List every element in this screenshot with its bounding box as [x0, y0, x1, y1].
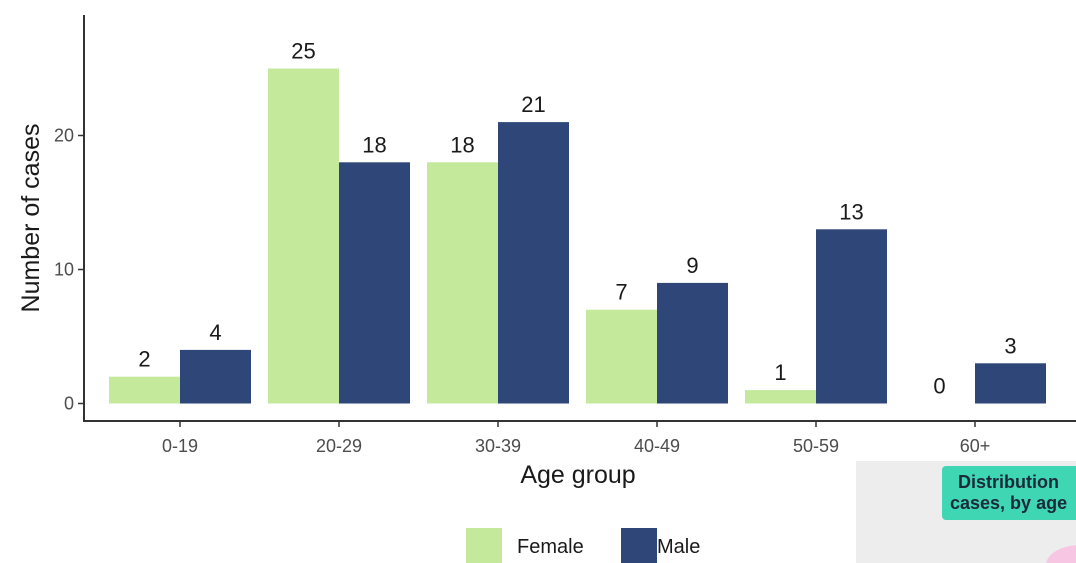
overlay-title-line1: Distribution	[958, 472, 1060, 492]
x-axis-title: Age group	[520, 461, 635, 489]
x-tick-label: 30-39	[475, 436, 521, 456]
y-tick-label: 10	[54, 260, 74, 280]
bar-female-40-49	[586, 309, 657, 404]
bar-female-30-39	[427, 162, 498, 404]
y-tick-label: 0	[64, 394, 74, 414]
bar-male-60+	[975, 363, 1046, 404]
bar-male-20-29	[339, 162, 410, 404]
data-label-female: 25	[291, 39, 315, 64]
legend-label-male: Male	[657, 536, 700, 558]
overlay-title-line2: cases, by age	[950, 493, 1068, 513]
data-label-male: 9	[686, 253, 698, 278]
data-label-male: 3	[1004, 333, 1016, 358]
x-tick-label: 50-59	[793, 436, 839, 456]
x-tick-label: 20-29	[316, 436, 362, 456]
data-label-male: 13	[839, 199, 863, 224]
bar-female-20-29	[268, 68, 339, 404]
data-label-female: 18	[450, 132, 474, 157]
bar-male-0-19	[180, 349, 251, 404]
bars	[109, 68, 1046, 404]
data-label-male: 18	[362, 132, 386, 157]
data-labels: 2 4 25 18 18 21 7 9 1 13 0 3	[138, 39, 1016, 399]
bar-male-40-49	[657, 282, 728, 404]
y-axis-title: Number of cases	[17, 124, 45, 313]
decorative-swoosh	[1046, 545, 1076, 563]
legend-key-male	[621, 528, 657, 563]
x-tick-label: 0-19	[162, 436, 198, 456]
bar-female-0-19	[109, 376, 180, 404]
legend-key-female	[466, 528, 502, 563]
legend: Female Male	[466, 528, 700, 563]
y-tick-label: 20	[54, 126, 74, 146]
x-tick-label: 40-49	[634, 436, 680, 456]
bar-male-50-59	[816, 229, 887, 404]
bar-female-50-59	[745, 390, 816, 404]
x-tick-label: 60+	[960, 436, 991, 456]
overlay-title: Distribution cases, by age	[950, 472, 1067, 514]
data-label-female: 2	[138, 347, 150, 372]
data-label-female: 0	[933, 374, 945, 399]
data-label-male: 4	[209, 320, 221, 345]
data-label-female: 7	[615, 280, 627, 305]
data-label-male: 21	[521, 92, 545, 117]
bar-male-30-39	[498, 122, 569, 404]
legend-label-female: Female	[517, 536, 584, 558]
data-label-female: 1	[774, 360, 786, 385]
overlay-badge: Distribution cases, by age	[942, 466, 1076, 520]
overlay-panel: Distribution cases, by age	[856, 461, 1076, 563]
